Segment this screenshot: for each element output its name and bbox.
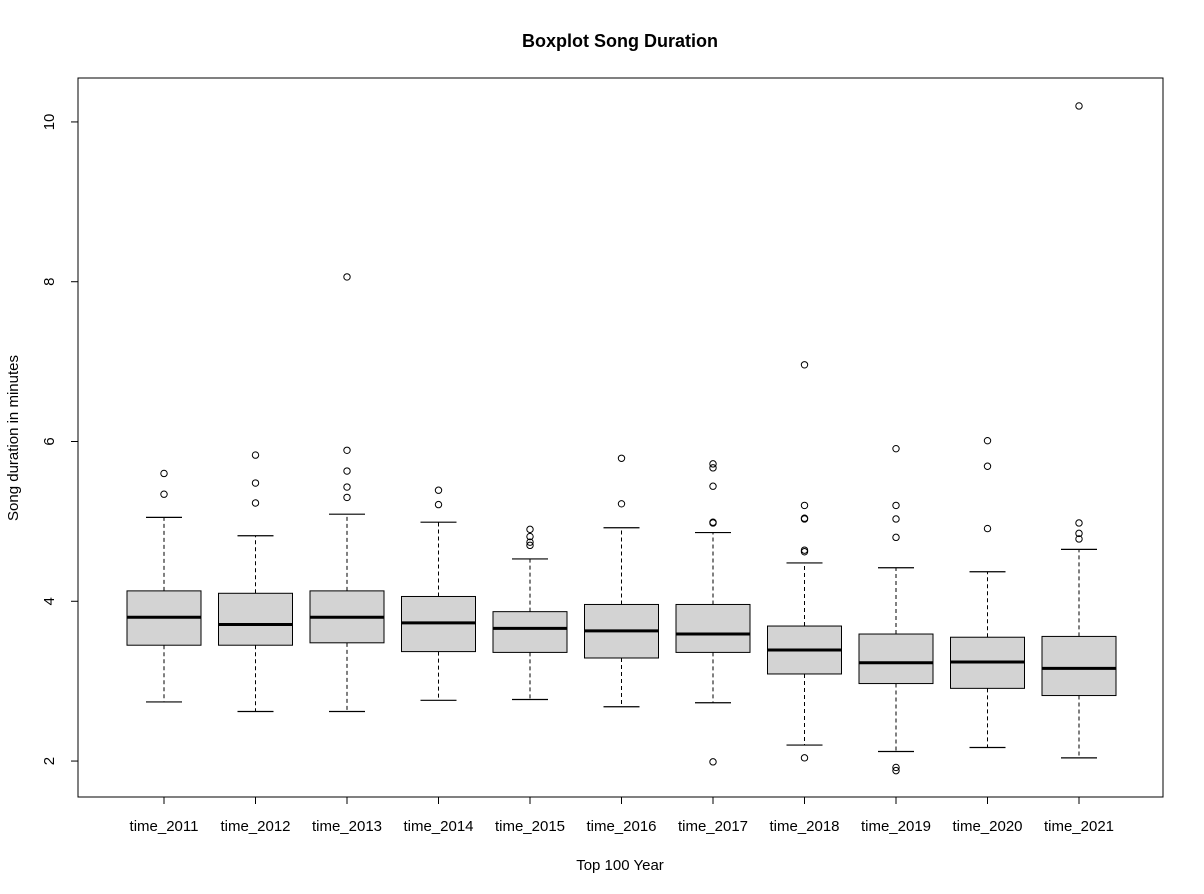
y-tick-label: 6 — [41, 437, 58, 445]
outlier-point — [709, 460, 717, 468]
y-tick-label: 2 — [41, 757, 58, 765]
y-tick-label: 8 — [41, 278, 58, 286]
outlier-point — [343, 483, 351, 491]
outlier-point — [251, 499, 260, 507]
outlier-point — [1075, 535, 1083, 543]
y-tick-label: 10 — [41, 114, 58, 131]
outlier-point — [526, 541, 534, 550]
outlier-point — [892, 533, 900, 542]
x-axis-label: Top 100 Year — [576, 857, 664, 874]
x-tick-label: time_2018 — [769, 818, 839, 835]
outlier-point — [983, 436, 992, 445]
y-axis-label: Song duration in minutes — [5, 355, 22, 521]
outlier-point — [434, 500, 443, 509]
box-time_2020 — [950, 436, 1025, 749]
outlier-point — [709, 482, 717, 490]
outlier-point — [617, 500, 626, 508]
box-time_2014 — [401, 486, 476, 701]
outlier-point — [709, 464, 717, 472]
box-time_2012 — [218, 451, 293, 713]
outlier-point — [343, 273, 351, 281]
box-time_2021 — [1041, 102, 1117, 759]
x-tick-label: time_2019 — [861, 818, 931, 835]
outlier-point — [343, 493, 351, 502]
x-tick-label: time_2021 — [1044, 818, 1114, 835]
outlier-point — [251, 451, 260, 459]
outlier-point — [709, 758, 717, 766]
x-tick-label: time_2016 — [586, 818, 656, 835]
outlier-point — [892, 766, 900, 775]
outlier-point — [892, 515, 900, 523]
x-tick-label: time_2013 — [312, 818, 382, 835]
x-tick-label: time_2014 — [403, 818, 473, 835]
box-time_2017 — [675, 460, 751, 766]
outlier-point — [617, 454, 626, 462]
x-tick-label: time_2020 — [952, 818, 1022, 835]
outlier-point — [1075, 102, 1083, 110]
outlier-point — [800, 501, 809, 510]
x-tick-label: time_2012 — [220, 818, 290, 835]
outlier-point — [343, 446, 351, 454]
outlier-point — [1075, 519, 1083, 527]
box-time_2011 — [126, 469, 202, 703]
outlier-point — [1075, 529, 1083, 538]
outlier-point — [526, 538, 534, 546]
outlier-point — [343, 467, 351, 475]
outlier-point — [709, 518, 717, 526]
outlier-point — [526, 525, 534, 534]
box-time_2015 — [492, 525, 568, 701]
outlier-point — [160, 469, 168, 478]
x-tick-label: time_2011 — [130, 818, 199, 835]
boxes-layer — [126, 102, 1117, 775]
box-time_2018 — [767, 361, 842, 762]
iqr-box — [492, 611, 568, 653]
plot-frame — [77, 77, 1164, 798]
outlier-point — [526, 532, 534, 541]
x-axis: time_2011 time_2012 time_2013 time_2014 time… — [130, 796, 1114, 835]
x-tick-label: time_2015 — [495, 818, 565, 835]
outlier-point — [892, 501, 900, 510]
outlier-point — [800, 514, 809, 522]
outlier-point — [434, 486, 443, 494]
outlier-point — [800, 754, 809, 762]
outlier-point — [160, 490, 168, 498]
outlier-point — [983, 462, 992, 470]
box-time_2013 — [309, 273, 385, 713]
outlier-point — [800, 546, 809, 554]
outlier-point — [983, 524, 992, 533]
outlier-point — [892, 444, 900, 453]
iqr-box — [675, 603, 751, 653]
iqr-box — [858, 633, 934, 685]
outlier-point — [251, 479, 260, 487]
iqr-box — [1041, 635, 1117, 697]
iqr-box — [218, 592, 293, 646]
y-tick-label: 4 — [41, 597, 58, 605]
outlier-point — [800, 361, 809, 369]
outlier-point — [892, 763, 900, 772]
chart-title: Boxplot Song Duration — [522, 31, 718, 51]
box-time_2019 — [858, 444, 934, 775]
x-tick-label: time_2017 — [678, 818, 748, 835]
box-time_2016 — [584, 454, 659, 708]
y-axis: 2 4 6 8 10 — [41, 114, 79, 765]
